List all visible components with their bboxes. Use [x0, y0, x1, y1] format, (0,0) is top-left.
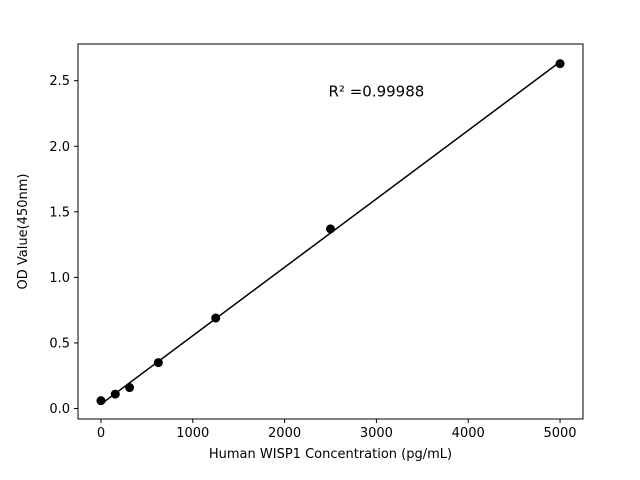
y-tick-label: 2.5 — [49, 74, 70, 89]
data-point — [555, 59, 565, 69]
y-tick-label: 0.5 — [49, 336, 70, 351]
y-tick-label: 0.0 — [49, 402, 70, 417]
data-point — [153, 358, 163, 368]
data-point — [211, 313, 221, 323]
y-tick-label: 1.5 — [49, 205, 70, 220]
y-tick-label: 1.0 — [49, 271, 70, 286]
r-squared-annotation: R² =0.99988 — [329, 82, 425, 100]
y-tick-label: 2.0 — [49, 140, 70, 155]
data-point — [96, 396, 106, 406]
x-tick-label: 3000 — [360, 426, 393, 441]
x-axis-label: Human WISP1 Concentration (pg/mL) — [209, 447, 452, 462]
x-tick-label: 5000 — [543, 426, 576, 441]
x-tick-label: 1000 — [176, 426, 209, 441]
data-point — [110, 389, 120, 399]
data-point — [125, 383, 135, 393]
y-axis-label: OD Value(450nm) — [16, 174, 31, 290]
x-tick-label: 4000 — [452, 426, 485, 441]
data-point — [326, 224, 335, 234]
plot-frame — [77, 43, 584, 420]
x-tick-label: 2000 — [268, 426, 301, 441]
x-tick-label: 0 — [97, 426, 105, 441]
